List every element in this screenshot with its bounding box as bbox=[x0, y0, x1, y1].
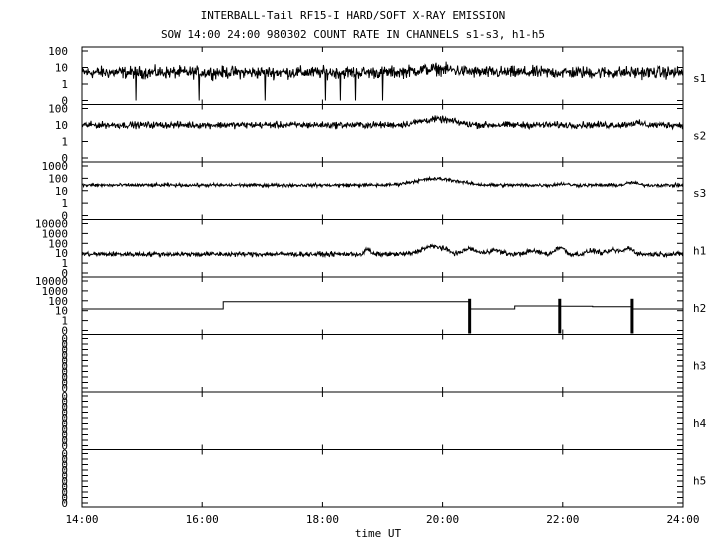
y-tick-label-h3: 0 bbox=[61, 333, 68, 346]
y-tick-label-h2: 1 bbox=[61, 315, 68, 328]
y-tick-label-h5: 0 bbox=[61, 459, 68, 472]
y-tick-label-s2: 0 bbox=[61, 152, 68, 165]
y-tick-label-h1: 1 bbox=[61, 257, 68, 270]
channel-label-h2: h2 bbox=[693, 302, 706, 315]
panel-frame-s2 bbox=[81, 104, 684, 163]
y-tick-label-h3: 0 bbox=[61, 366, 68, 379]
y-tick-label-s1: 0 bbox=[61, 95, 68, 108]
channel-label-s1: s1 bbox=[693, 72, 706, 85]
x-axis-label: time UT bbox=[355, 527, 402, 540]
y-tick-label-h2: 10000 bbox=[35, 275, 68, 288]
channel-label-s3: s3 bbox=[693, 187, 706, 200]
x-tick-label: 24:00 bbox=[666, 513, 699, 526]
y-tick-label-h4: 0 bbox=[61, 412, 68, 425]
y-tick-label-h3: 0 bbox=[61, 382, 68, 395]
x-tick-label: 18:00 bbox=[306, 513, 339, 526]
y-tick-label-h3: 0 bbox=[61, 360, 68, 373]
y-tick-label-h4: 0 bbox=[61, 429, 68, 442]
y-tick-label-h5: 0 bbox=[61, 486, 68, 499]
y-tick-label-h1: 0 bbox=[61, 267, 68, 280]
panel-frame-h4 bbox=[81, 391, 684, 450]
y-tick-label-h4: 0 bbox=[61, 396, 68, 409]
channel-label-h4: h4 bbox=[693, 417, 707, 430]
y-tick-label-s1: 10 bbox=[55, 62, 68, 75]
y-tick-label-h2: 0 bbox=[61, 325, 68, 338]
y-tick-label-h4: 0 bbox=[61, 390, 68, 403]
y-tick-label-s3: 1000 bbox=[42, 160, 69, 173]
x-tick-label: 22:00 bbox=[546, 513, 579, 526]
y-tick-label-h2: 10 bbox=[55, 305, 68, 318]
y-tick-label-h1: 10000 bbox=[35, 218, 68, 231]
y-tick-label-h5: 0 bbox=[61, 492, 68, 505]
panel-frame-h2 bbox=[81, 276, 684, 335]
x-tick-label: 20:00 bbox=[426, 513, 459, 526]
chart-subtitle: SOW 14:00 24:00 980302 COUNT RATE IN CHA… bbox=[161, 28, 545, 41]
y-tick-label-h1: 10 bbox=[55, 247, 68, 260]
series-line-h1 bbox=[81, 243, 684, 259]
y-tick-label-s3: 1 bbox=[61, 197, 68, 210]
y-tick-label-h1: 1000 bbox=[42, 227, 69, 240]
y-tick-label-s2: 10 bbox=[55, 119, 68, 132]
y-tick-label-h5: 0 bbox=[61, 464, 68, 477]
channel-label-h5: h5 bbox=[693, 474, 706, 487]
panel-frame-h5 bbox=[81, 449, 684, 508]
y-tick-label-h3: 0 bbox=[61, 349, 68, 362]
y-tick-label-h5: 0 bbox=[61, 470, 68, 483]
y-tick-label-s1: 1 bbox=[61, 78, 68, 91]
panel-frame-h1 bbox=[81, 219, 684, 278]
y-tick-label-h4: 0 bbox=[61, 418, 68, 431]
y-tick-label-h3: 0 bbox=[61, 344, 68, 357]
series-line-s2 bbox=[81, 115, 684, 131]
channel-label-h1: h1 bbox=[693, 244, 706, 257]
y-tick-label-h2: 100 bbox=[48, 295, 68, 308]
y-tick-label-h5: 0 bbox=[61, 448, 68, 461]
x-tick-label: 16:00 bbox=[186, 513, 219, 526]
y-tick-label-h4: 0 bbox=[61, 407, 68, 420]
series-line-h2 bbox=[82, 301, 683, 310]
y-tick-label-h3: 0 bbox=[61, 377, 68, 390]
y-tick-label-h5: 0 bbox=[61, 453, 68, 466]
y-tick-label-h5: 0 bbox=[61, 497, 68, 510]
series-line-s3 bbox=[82, 175, 684, 189]
panel-frame-h3 bbox=[81, 334, 684, 393]
chart-title: INTERBALL-Tail RF15-I HARD/SOFT X-RAY EM… bbox=[201, 9, 506, 22]
y-tick-label-s3: 0 bbox=[61, 210, 68, 223]
y-tick-label-h3: 0 bbox=[61, 338, 68, 351]
channel-label-h3: h3 bbox=[693, 359, 706, 372]
series-line-s1 bbox=[81, 61, 684, 101]
channel-label-s2: s2 bbox=[693, 129, 706, 142]
y-tick-label-h4: 0 bbox=[61, 440, 68, 453]
panel-frame-s3 bbox=[81, 161, 684, 220]
x-tick-label: 14:00 bbox=[65, 513, 98, 526]
y-tick-label-h2: 1000 bbox=[42, 285, 69, 298]
y-tick-label-s3: 100 bbox=[48, 172, 68, 185]
y-tick-label-h5: 0 bbox=[61, 475, 68, 488]
y-tick-label-h4: 0 bbox=[61, 401, 68, 414]
y-tick-label-h1: 100 bbox=[48, 237, 68, 250]
y-tick-label-s2: 100 bbox=[48, 103, 68, 116]
y-tick-label-s1: 100 bbox=[48, 45, 68, 58]
y-tick-label-h4: 0 bbox=[61, 423, 68, 436]
y-tick-label-s3: 10 bbox=[55, 185, 68, 198]
y-tick-label-s2: 1 bbox=[61, 136, 68, 149]
y-tick-label-h3: 0 bbox=[61, 355, 68, 368]
y-tick-label-h4: 0 bbox=[61, 434, 68, 447]
y-tick-label-h5: 0 bbox=[61, 481, 68, 494]
y-tick-label-h3: 0 bbox=[61, 371, 68, 384]
